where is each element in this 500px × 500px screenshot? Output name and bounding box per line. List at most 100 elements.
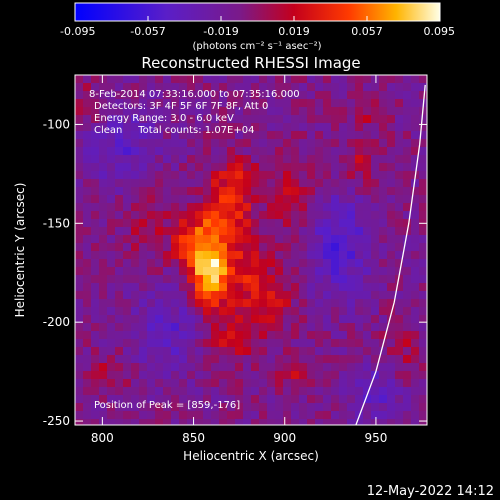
heatmap-cell	[115, 243, 124, 252]
heatmap-cell	[235, 275, 244, 284]
heatmap-cell	[131, 227, 140, 236]
heatmap-cell	[283, 123, 292, 132]
colorbar	[74, 2, 441, 22]
heatmap-cell	[403, 275, 412, 284]
heatmap-cell	[275, 227, 284, 236]
heatmap-cell	[387, 323, 396, 332]
heatmap-cell	[179, 283, 188, 292]
heatmap-cell	[147, 291, 156, 300]
heatmap-cell	[99, 107, 108, 116]
heatmap-cell	[131, 147, 140, 156]
heatmap-cell	[339, 75, 348, 84]
heatmap-cell	[323, 419, 332, 425]
heatmap-cell	[267, 395, 276, 404]
heatmap-cell	[227, 363, 236, 372]
heatmap-cell	[211, 155, 220, 164]
heatmap-cell	[379, 179, 388, 188]
heatmap-cell	[419, 155, 427, 164]
heatmap-cell	[115, 163, 124, 172]
heatmap-cell	[235, 195, 244, 204]
heatmap-cell	[259, 251, 268, 260]
heatmap-image	[75, 75, 427, 425]
heatmap-cell	[243, 75, 252, 84]
heatmap-cell	[211, 179, 220, 188]
heatmap-cell	[347, 195, 356, 204]
heatmap-cell	[139, 171, 148, 180]
heatmap-cell	[203, 371, 212, 380]
heatmap-cell	[251, 259, 260, 268]
heatmap-cell	[243, 371, 252, 380]
heatmap-cell	[363, 107, 372, 116]
heatmap-cell	[331, 315, 340, 324]
heatmap-cell	[171, 339, 180, 348]
heatmap-cell	[355, 227, 364, 236]
heatmap-cell	[339, 251, 348, 260]
heatmap-cell	[331, 355, 340, 364]
heatmap-cell	[347, 291, 356, 300]
heatmap-cell	[219, 195, 228, 204]
heatmap-cell	[131, 75, 140, 84]
heatmap-cell	[179, 179, 188, 188]
heatmap-cell	[107, 379, 116, 388]
heatmap-cell	[251, 179, 260, 188]
heatmap-cell	[139, 355, 148, 364]
heatmap-cell	[107, 163, 116, 172]
heatmap-cell	[139, 331, 148, 340]
heatmap-cell	[107, 347, 116, 356]
heatmap-cell	[403, 323, 412, 332]
heatmap-cell	[83, 243, 92, 252]
heatmap-cell	[371, 259, 380, 268]
heatmap-cell	[203, 379, 212, 388]
heatmap-cell	[75, 395, 84, 404]
heatmap-cell	[179, 243, 188, 252]
heatmap-cell	[219, 179, 228, 188]
heatmap-cell	[147, 411, 156, 420]
heatmap-cell	[243, 267, 252, 276]
heatmap-cell	[195, 331, 204, 340]
heatmap-cell	[163, 139, 172, 148]
heatmap-cell	[187, 115, 196, 124]
heatmap-cell	[155, 411, 164, 420]
heatmap-cell	[291, 411, 300, 420]
heatmap-cell	[411, 83, 420, 92]
heatmap-cell	[91, 235, 100, 244]
heatmap-cell	[139, 299, 148, 308]
heatmap-cell	[323, 387, 332, 396]
heatmap-cell	[195, 107, 204, 116]
heatmap-cell	[115, 147, 124, 156]
heatmap-cell	[411, 283, 420, 292]
heatmap-cell	[75, 275, 84, 284]
heatmap-cell	[147, 107, 156, 116]
heatmap-cell	[99, 155, 108, 164]
heatmap-cell	[387, 371, 396, 380]
heatmap-cell	[355, 347, 364, 356]
heatmap-cell	[331, 371, 340, 380]
heatmap-cell	[395, 299, 404, 308]
heatmap-cell	[75, 291, 84, 300]
heatmap-cell	[243, 339, 252, 348]
heatmap-cell	[75, 227, 84, 236]
heatmap-cell	[155, 179, 164, 188]
heatmap-cell	[411, 403, 420, 412]
heatmap-cell	[243, 331, 252, 340]
heatmap-cell	[115, 331, 124, 340]
heatmap-cell	[147, 371, 156, 380]
heatmap-cell	[195, 227, 204, 236]
heatmap-cell	[419, 267, 427, 276]
heatmap-cell	[219, 187, 228, 196]
heatmap-cell	[115, 195, 124, 204]
heatmap-cell	[187, 275, 196, 284]
heatmap-cell	[83, 267, 92, 276]
heatmap-cell	[323, 355, 332, 364]
heatmap-cell	[139, 251, 148, 260]
heatmap-cell	[147, 315, 156, 324]
heatmap-cell	[315, 163, 324, 172]
heatmap-cell	[411, 395, 420, 404]
heatmap-cell	[283, 275, 292, 284]
heatmap-cell	[163, 251, 172, 260]
heatmap-cell	[267, 331, 276, 340]
heatmap-cell	[91, 91, 100, 100]
heatmap-cell	[115, 107, 124, 116]
heatmap-cell	[379, 403, 388, 412]
heatmap-cell	[139, 307, 148, 316]
